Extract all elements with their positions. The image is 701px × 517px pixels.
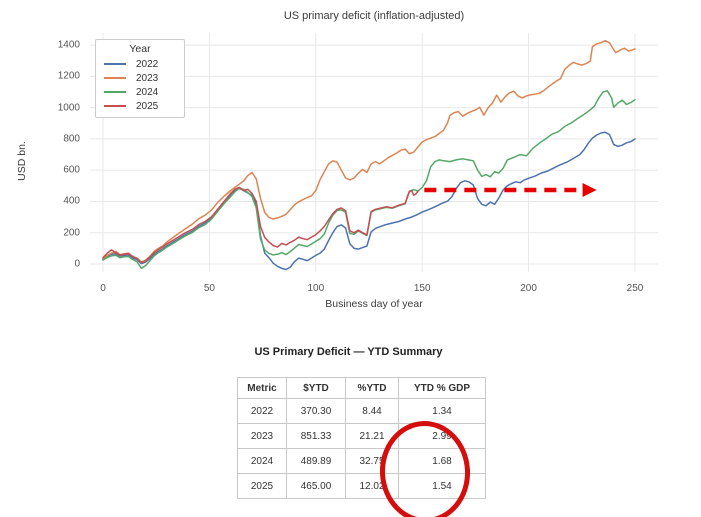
table-cell: 1.34 <box>398 398 486 424</box>
ytd-summary-table: Metric $YTD %YTD YTD % GDP 2022 370.30 8.44 1.… <box>237 377 486 499</box>
column-header: $YTD <box>286 377 346 399</box>
legend-item-2024: 2024 <box>96 85 184 99</box>
y-tick-label: 400 <box>63 195 80 207</box>
y-tick-label: 0 <box>74 258 80 270</box>
table-cell: 370.30 <box>286 398 346 424</box>
x-tick-label: 0 <box>100 283 106 294</box>
table-cell: 1.68 <box>398 448 486 474</box>
y-tick-label: 1200 <box>57 70 80 82</box>
table-cell: 2025 <box>237 473 287 499</box>
y-tick-label: 800 <box>63 133 80 145</box>
series-line-2023 <box>102 39 636 263</box>
series-line-2022 <box>102 131 636 271</box>
legend-item-2023: 2023 <box>96 71 184 85</box>
table-cell: 8.44 <box>345 398 399 424</box>
table-title: US Primary Deficit — YTD Summary <box>254 346 443 358</box>
deficit-chart: US primary deficit (inflation-adjusted) … <box>16 10 658 310</box>
trend-arrow-head <box>582 183 597 198</box>
table-cell: 32.75 <box>345 448 399 474</box>
table-cell: 2022 <box>237 398 287 424</box>
table-row: 2022 370.30 8.44 1.34 <box>237 398 486 424</box>
table-cell: 851.33 <box>286 423 346 449</box>
table-cell: 2.99 <box>398 423 486 449</box>
table-body: 2022 370.30 8.44 1.34 2023 851.33 21.21 2.99 202… <box>237 398 486 499</box>
legend-label: 2024 <box>136 86 159 98</box>
y-tick-label: 600 <box>63 164 80 176</box>
x-axis-label: Business day of year <box>325 298 423 310</box>
x-tick-label: 250 <box>626 283 644 294</box>
legend-label: 2023 <box>136 72 159 84</box>
chart-title: US primary deficit (inflation-adjusted) <box>283 10 465 22</box>
y-tick-label: 200 <box>63 227 80 239</box>
legend-line-swatch <box>104 63 126 65</box>
x-tick-label: 100 <box>307 283 325 294</box>
table-cell: 2023 <box>237 423 287 449</box>
legend-line-swatch <box>104 91 126 93</box>
table-cell: 12.02 <box>345 473 399 499</box>
legend-item-2022: 2022 <box>96 57 184 71</box>
table-row: 2025 465.00 12.02 1.54 <box>237 473 486 499</box>
table-header-row: Metric $YTD %YTD YTD % GDP <box>237 377 486 399</box>
x-tick-label: 150 <box>413 283 431 294</box>
table-cell: 465.00 <box>286 473 346 499</box>
y-axis-label: USD bn. <box>16 141 28 181</box>
legend-items: 2022 2023 2024 2025 <box>96 57 184 113</box>
x-tick-label: 50 <box>203 283 215 294</box>
table-cell: 489.89 <box>286 448 346 474</box>
legend-title: Year <box>129 43 151 55</box>
series-line-2025 <box>102 186 419 264</box>
column-header: Metric <box>237 377 287 399</box>
x-tick-label: 200 <box>520 283 537 294</box>
legend-line-swatch <box>104 77 126 79</box>
legend-label: 2025 <box>136 100 159 112</box>
legend-label: 2022 <box>136 58 159 70</box>
table-cell: 1.54 <box>398 473 486 499</box>
y-tick-label: 1000 <box>57 102 80 114</box>
table-row: 2024 489.89 32.75 1.68 <box>237 448 486 474</box>
column-header: %YTD <box>345 377 399 399</box>
table-cell: 2024 <box>237 448 287 474</box>
legend-item-2025: 2025 <box>96 99 184 113</box>
table-cell: 21.21 <box>345 423 399 449</box>
column-header: YTD % GDP <box>398 377 486 399</box>
table-row: 2023 851.33 21.21 2.99 <box>237 423 486 449</box>
ytd-summary: US Primary Deficit — YTD Summary Metric $… <box>0 330 701 517</box>
chart-legend: Year 2022 2023 2024 2025 <box>95 39 185 118</box>
y-tick-label: 1400 <box>57 39 80 51</box>
legend-line-swatch <box>104 105 126 107</box>
